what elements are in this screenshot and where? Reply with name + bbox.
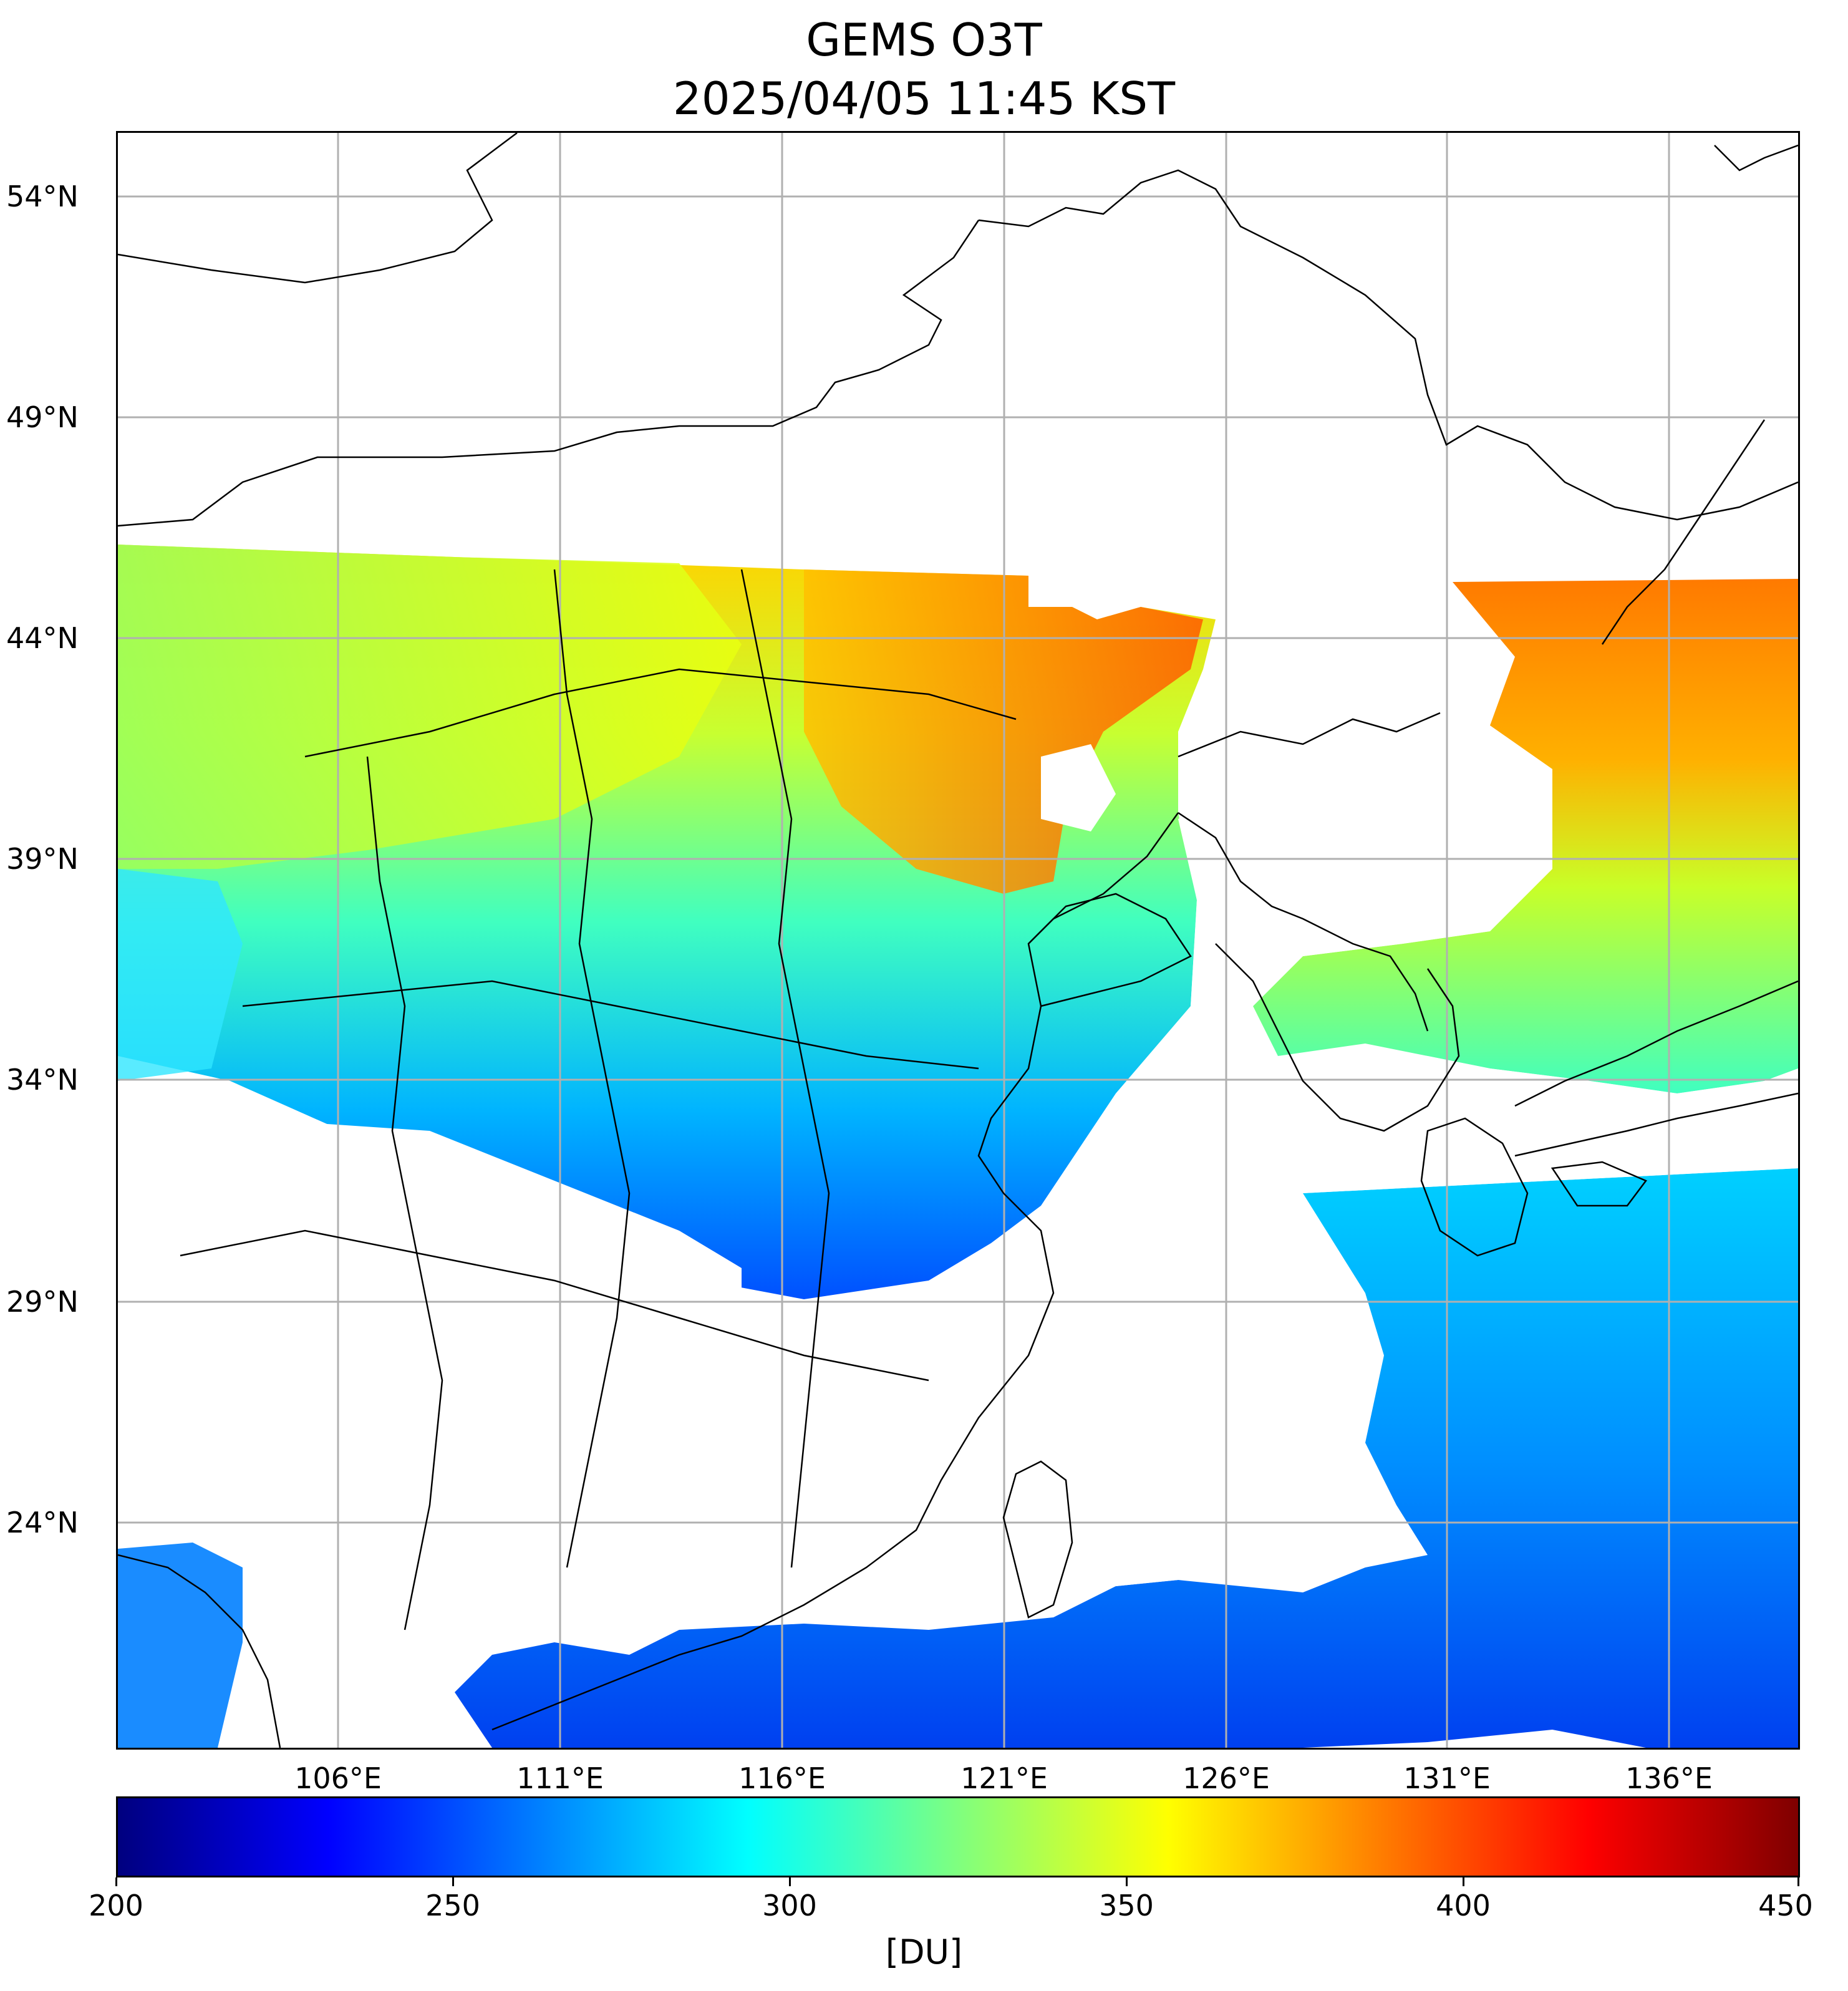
lat-label: 29°N — [6, 1285, 79, 1319]
cloud-gap-taiwan-strait — [929, 1318, 1365, 1592]
lat-label: 44°N — [6, 621, 79, 655]
ozone-swath-japan — [1253, 579, 1798, 1093]
cloud-gap-sea — [1178, 788, 1552, 1031]
colorbar-tick-label: 450 — [1758, 1889, 1813, 1922]
map-panel[interactable] — [116, 131, 1800, 1750]
china-provinces-3 — [180, 1229, 929, 1382]
colorbar-tick — [1463, 1877, 1464, 1886]
china-provinces-4 — [553, 569, 631, 1568]
cloud-gap — [118, 1106, 742, 1306]
colorbar-tick — [115, 1877, 117, 1886]
lat-label: 34°N — [6, 1063, 79, 1097]
colorbar-tick-label: 200 — [89, 1889, 143, 1922]
lat-label: 24°N — [6, 1506, 79, 1539]
japan-kyushu — [1420, 1117, 1529, 1257]
lat-label: 49°N — [6, 400, 79, 434]
hokkaido-sakhalin-coast — [1601, 144, 1798, 645]
map-timestamp: 2025/04/05 11:45 KST — [672, 72, 1176, 125]
mongolia-china-border — [118, 220, 980, 527]
map-canvas — [118, 133, 1798, 1748]
lon-label: 126°E — [1183, 1761, 1270, 1795]
cloud-gap — [742, 1380, 929, 1493]
ozone-swath-sw — [118, 1543, 243, 1748]
colorbar-tick-label: 250 — [425, 1889, 480, 1922]
ozone-swath-south — [455, 1168, 1798, 1748]
lat-label: 39°N — [6, 842, 79, 876]
japan-shikoku — [1550, 1161, 1647, 1207]
lon-label: 116°E — [738, 1761, 826, 1795]
russia-china-border — [978, 169, 1798, 521]
colorbar-tick-label: 350 — [1099, 1889, 1154, 1922]
colorbar-tick-label: 400 — [1436, 1889, 1491, 1922]
mongolia-border — [118, 133, 518, 284]
colorbar-tick — [789, 1877, 791, 1886]
japan-honshu — [1514, 980, 1798, 1157]
lon-label: 131°E — [1403, 1761, 1491, 1795]
taiwan — [1002, 1460, 1073, 1619]
lat-label: 54°N — [6, 180, 79, 213]
china-provinces-2 — [242, 980, 979, 1070]
vietnam-laos-border — [118, 1554, 281, 1748]
colorbar-tick — [1126, 1877, 1128, 1886]
lon-label: 111°E — [516, 1761, 604, 1795]
south-korea-coast — [1215, 943, 1460, 1132]
lon-label: 136°E — [1625, 1761, 1713, 1795]
china-provinces-5 — [740, 569, 830, 1568]
lon-label: 121°E — [960, 1761, 1048, 1795]
country-borders — [118, 133, 1798, 1748]
ozone-swath-west-edge — [118, 869, 243, 1081]
colorbar-tick — [1797, 1877, 1799, 1886]
china-provinces-1 — [304, 668, 1017, 758]
colorbar-tick — [452, 1877, 454, 1886]
colorbar-unit: [DU] — [885, 1932, 963, 1972]
lon-label: 106°E — [294, 1761, 382, 1795]
shandong-coast — [1028, 893, 1192, 1007]
north-korea-coast — [1178, 811, 1429, 1032]
cloud-gap — [1041, 744, 1116, 831]
map-title: GEMS O3T — [806, 14, 1042, 66]
colorbar — [116, 1796, 1800, 1877]
colorbar-tick-label: 300 — [762, 1889, 817, 1922]
korea-border — [1178, 712, 1441, 758]
china-provinces-6 — [366, 756, 443, 1630]
